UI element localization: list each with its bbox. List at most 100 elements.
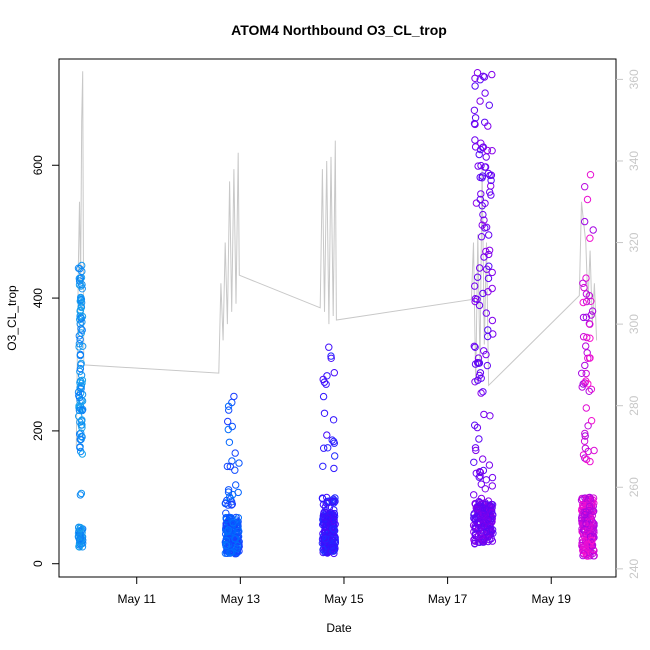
scatter-point <box>78 433 86 441</box>
scatter-point <box>232 481 240 489</box>
scatter-point <box>586 518 594 526</box>
scatter-point <box>328 543 337 552</box>
scatter-point <box>223 549 231 557</box>
scatter-point <box>487 176 495 185</box>
scatter-point <box>577 496 586 504</box>
scatter-point <box>484 274 493 283</box>
scatter-point <box>578 383 586 391</box>
scatter-point <box>330 437 338 446</box>
scatter-point <box>581 429 589 438</box>
scatter-point <box>470 342 478 350</box>
scatter-point <box>224 417 232 426</box>
scatter-point <box>476 173 484 182</box>
scatter-point <box>482 350 490 359</box>
scatter-point <box>77 421 86 429</box>
scatter-point <box>486 412 494 420</box>
y2-tick-label: 240 <box>627 559 641 579</box>
scatter-point <box>234 488 242 497</box>
secondary-line-layer <box>75 71 598 447</box>
scatter-point <box>473 423 482 432</box>
y-tick-label: 0 <box>31 560 45 567</box>
scatter-point <box>76 265 84 273</box>
scatter-point <box>235 459 243 467</box>
scatter-point <box>471 444 480 452</box>
scatter-point <box>486 171 494 180</box>
scatter-point <box>482 223 491 232</box>
scatter-point <box>488 504 496 512</box>
scatter-point <box>485 262 493 270</box>
scatter-point <box>224 486 233 494</box>
scatter-point <box>477 531 485 539</box>
scatter-point <box>224 488 233 496</box>
scatter-point <box>473 503 482 511</box>
scatter-point <box>488 268 496 277</box>
y2-tick-label: 280 <box>627 395 641 415</box>
scatter-point <box>79 342 87 350</box>
scatter-point <box>580 283 588 292</box>
scatter-point <box>479 289 487 298</box>
scatter-point <box>76 297 85 305</box>
scatter-point <box>579 298 587 307</box>
scatter-point <box>485 246 494 255</box>
scatter-point <box>586 234 594 242</box>
scatter-point <box>471 143 480 151</box>
scatter-point <box>477 480 485 488</box>
scatter-point <box>476 195 484 204</box>
scatter-point <box>477 161 485 170</box>
scatter-point <box>230 392 238 401</box>
scatter-point <box>584 380 592 388</box>
scatter-point <box>480 216 488 224</box>
scatter-point <box>488 70 496 79</box>
scatter-point <box>77 405 85 414</box>
scatter-point <box>77 282 85 290</box>
scatter-point <box>471 540 479 548</box>
scatter-point <box>581 217 589 226</box>
scatter-point <box>77 489 86 498</box>
scatter-point <box>586 498 594 506</box>
scatter-point <box>475 435 483 443</box>
scatter-point <box>330 496 338 504</box>
scatter-point <box>482 476 490 484</box>
scatter-point <box>224 402 233 410</box>
scatter-point <box>489 511 497 519</box>
scatter-point <box>231 466 239 474</box>
scatter-point <box>228 528 236 536</box>
scatter-point <box>330 369 338 377</box>
scatter-point <box>329 547 338 555</box>
scatter-point <box>481 199 489 208</box>
scatter-point <box>475 473 483 481</box>
scatter-point <box>587 417 596 425</box>
scatter-point <box>581 361 589 370</box>
scatter-point <box>474 162 482 170</box>
scatter-point <box>588 307 597 315</box>
scatter-point <box>226 548 235 556</box>
scatter-point <box>471 282 479 290</box>
series-line <box>75 71 598 447</box>
scatter-point <box>470 458 478 466</box>
scatter-point <box>231 535 240 543</box>
scatter-point <box>476 520 485 528</box>
scatter-point <box>325 497 333 505</box>
scatter-point <box>78 280 86 289</box>
scatter-point <box>320 378 329 386</box>
scatter-point <box>76 306 85 314</box>
scatter-point <box>480 537 488 545</box>
y-tick-label: 600 <box>31 155 45 175</box>
scatter-point <box>330 509 339 518</box>
secondary-y-axis: 240 260 280 300 320 340 360 <box>616 69 641 579</box>
scatter-point <box>320 444 328 452</box>
scatter-point <box>582 404 590 412</box>
scatter-point <box>583 195 592 204</box>
scatter-point <box>477 494 486 503</box>
scatter-point <box>471 529 480 538</box>
x-axis-label: Date <box>326 621 352 635</box>
scatter-point <box>234 514 243 522</box>
scatter-point <box>78 450 87 458</box>
scatter-point <box>471 295 480 303</box>
scatter-point <box>319 462 327 470</box>
scatter-point <box>327 509 335 517</box>
scatter-point <box>78 543 87 551</box>
scatter-point <box>76 524 85 533</box>
scatter-point <box>578 535 586 544</box>
scatter-point <box>477 389 485 397</box>
